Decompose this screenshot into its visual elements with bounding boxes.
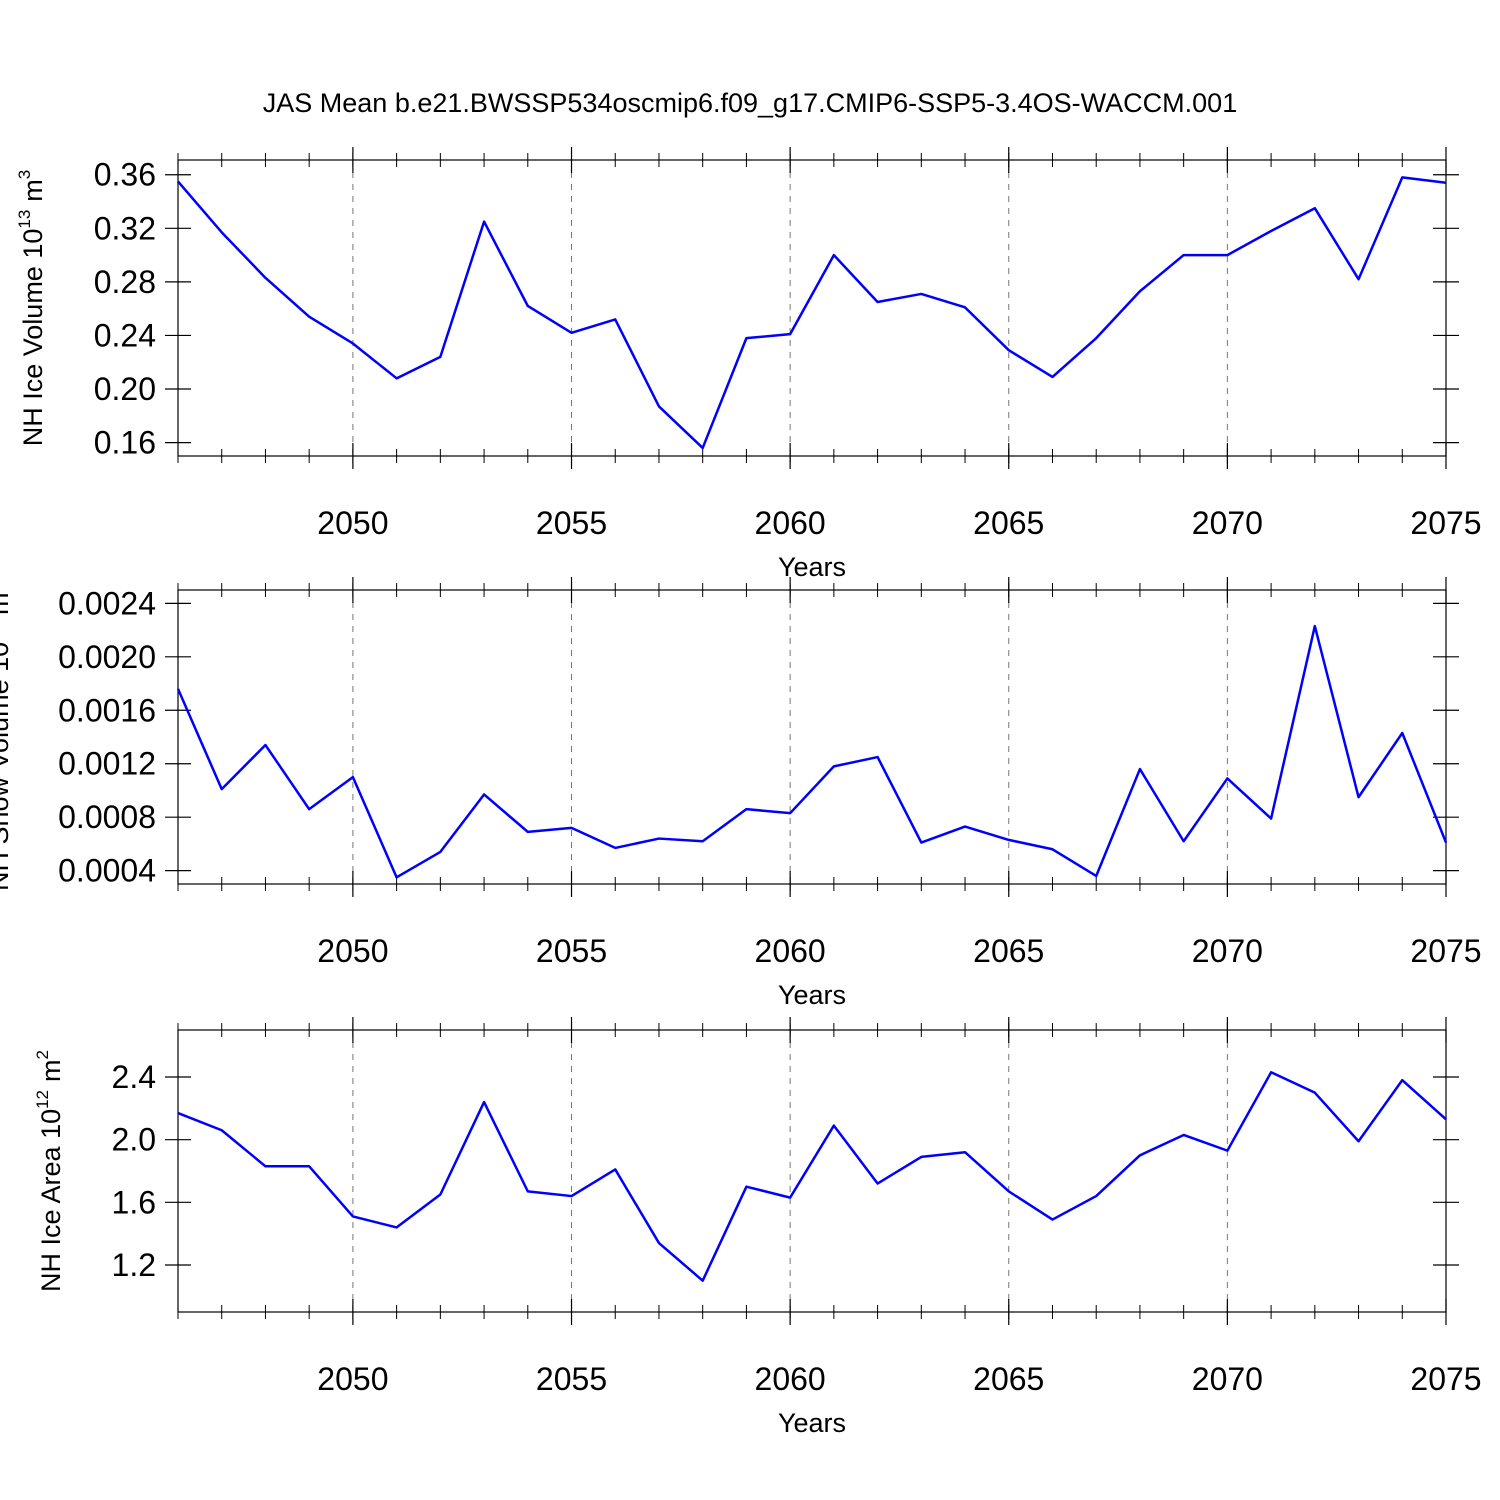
x-tick-label: 2060 — [755, 933, 826, 969]
y-label-text: NH Ice Area 10 — [36, 1109, 66, 1292]
y-tick-label: 0.36 — [94, 157, 156, 193]
y-axis-label: NH Snow Volume 1013m3 — [0, 583, 14, 891]
y-label-text: NH Ice Volume 10 — [18, 229, 48, 447]
chart-title: JAS Mean b.e21.BWSSP534oscmip6.f09_g17.C… — [263, 88, 1237, 118]
x-tick-label: 2075 — [1410, 1361, 1481, 1397]
y-tick-label: 2.4 — [112, 1059, 156, 1095]
data-line — [177, 1071, 1447, 1282]
x-tick-label: 2050 — [317, 1361, 388, 1397]
x-tick-label: 2050 — [317, 505, 388, 541]
plot-frame — [177, 1029, 1447, 1313]
x-tick-label: 2050 — [317, 933, 388, 969]
y-tick-label: 0.0016 — [58, 692, 156, 728]
y-tick-label: 2.0 — [112, 1122, 156, 1158]
y-label-unit: m — [0, 592, 14, 615]
y-tick-label: 0.0008 — [58, 799, 156, 835]
y-tick-label: 0.0004 — [58, 853, 156, 889]
y-label-unit-exponent: 2 — [33, 1050, 52, 1059]
y-label-unit-exponent: 3 — [15, 170, 34, 179]
y-tick-label: 0.0012 — [58, 746, 156, 782]
x-tick-label: 2070 — [1192, 1361, 1263, 1397]
x-tick-label: 2070 — [1192, 933, 1263, 969]
y-tick-label: 0.0020 — [58, 639, 156, 675]
y-label-exponent: 12 — [33, 1090, 52, 1109]
x-tick-label: 2055 — [536, 1361, 607, 1397]
y-tick-label: 1.6 — [112, 1184, 156, 1220]
x-tick-label: 2055 — [536, 505, 607, 541]
y-tick-label: 0.20 — [94, 371, 156, 407]
x-axis-label: Years — [778, 1408, 846, 1438]
x-tick-label: 2060 — [755, 1361, 826, 1397]
y-axis-label: NH Ice Area 1012 m2 — [33, 1050, 66, 1292]
y-tick-label: 0.28 — [94, 264, 156, 300]
y-tick-label: 0.0024 — [58, 585, 156, 621]
data-line — [177, 176, 1447, 450]
x-tick-label: 2070 — [1192, 505, 1263, 541]
x-tick-label: 2075 — [1410, 933, 1481, 969]
y-label-text: NH Snow Volume 10 — [0, 642, 14, 891]
x-tick-label: 2065 — [973, 933, 1044, 969]
y-label-unit: m — [36, 1059, 66, 1082]
y-tick-label: 0.32 — [94, 210, 156, 246]
y-tick-label: 0.16 — [94, 425, 156, 461]
x-tick-label: 2055 — [536, 933, 607, 969]
plot-frame — [177, 159, 1447, 457]
y-tick-label: 0.24 — [94, 317, 156, 353]
x-axis-label: Years — [778, 552, 846, 582]
y-tick-label: 1.2 — [112, 1247, 156, 1283]
y-label-unit: m — [18, 179, 48, 202]
x-tick-label: 2060 — [755, 505, 826, 541]
x-tick-label: 2065 — [973, 1361, 1044, 1397]
plot-frame — [177, 589, 1447, 885]
y-label-exponent: 13 — [15, 210, 34, 229]
x-tick-label: 2075 — [1410, 505, 1481, 541]
x-axis-label: Years — [778, 980, 846, 1010]
x-tick-label: 2065 — [973, 505, 1044, 541]
y-axis-label: NH Ice Volume 1013 m3 — [15, 170, 48, 447]
data-line — [176, 624, 1448, 879]
